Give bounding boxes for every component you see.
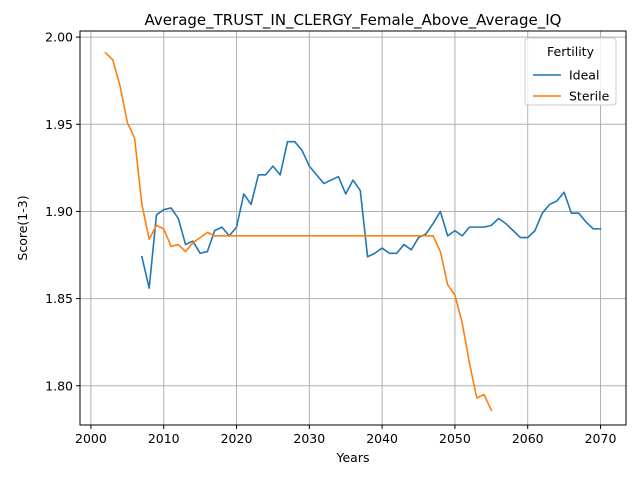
- y-tick-label: 1.85: [45, 291, 73, 306]
- x-tick-label: 2040: [366, 431, 398, 446]
- x-tick-label: 2060: [512, 431, 544, 446]
- legend-box: [524, 37, 617, 106]
- y-tick-label: 1.90: [45, 204, 73, 219]
- series-line-sterile: [104, 51, 493, 412]
- y-tick-label: 1.95: [45, 117, 73, 132]
- x-tick-label: 2070: [585, 431, 617, 446]
- x-tick-label: 2050: [439, 431, 471, 446]
- y-axis-label: Score(1-3): [15, 195, 30, 260]
- x-axis-ticks: 2000 2010 2020 2030 2040 2050 2060 2070: [75, 425, 616, 446]
- x-axis-label: Years: [336, 450, 370, 465]
- series-line-ideal: [140, 140, 602, 289]
- x-tick-label: 2020: [221, 431, 253, 446]
- chart-title: Average_TRUST_IN_CLERGY_Female_Above_Ave…: [145, 11, 562, 30]
- legend: Fertility Ideal Sterile: [524, 37, 617, 106]
- legend-title: Fertility: [547, 44, 595, 59]
- y-axis-ticks: 1.80 1.85 1.90 1.95 2.00: [45, 30, 80, 393]
- x-tick-label: 2010: [148, 431, 180, 446]
- legend-entries: Ideal Sterile: [533, 68, 610, 104]
- plot-frame: [79, 30, 627, 426]
- legend-label-ideal: Ideal: [569, 68, 599, 83]
- legend-label-sterile: Sterile: [569, 89, 610, 104]
- y-tick-label: 2.00: [45, 30, 73, 45]
- x-tick-label: 2030: [293, 431, 325, 446]
- x-tick-label: 2000: [75, 431, 107, 446]
- series-lines: [104, 51, 602, 412]
- y-tick-label: 1.80: [45, 378, 73, 393]
